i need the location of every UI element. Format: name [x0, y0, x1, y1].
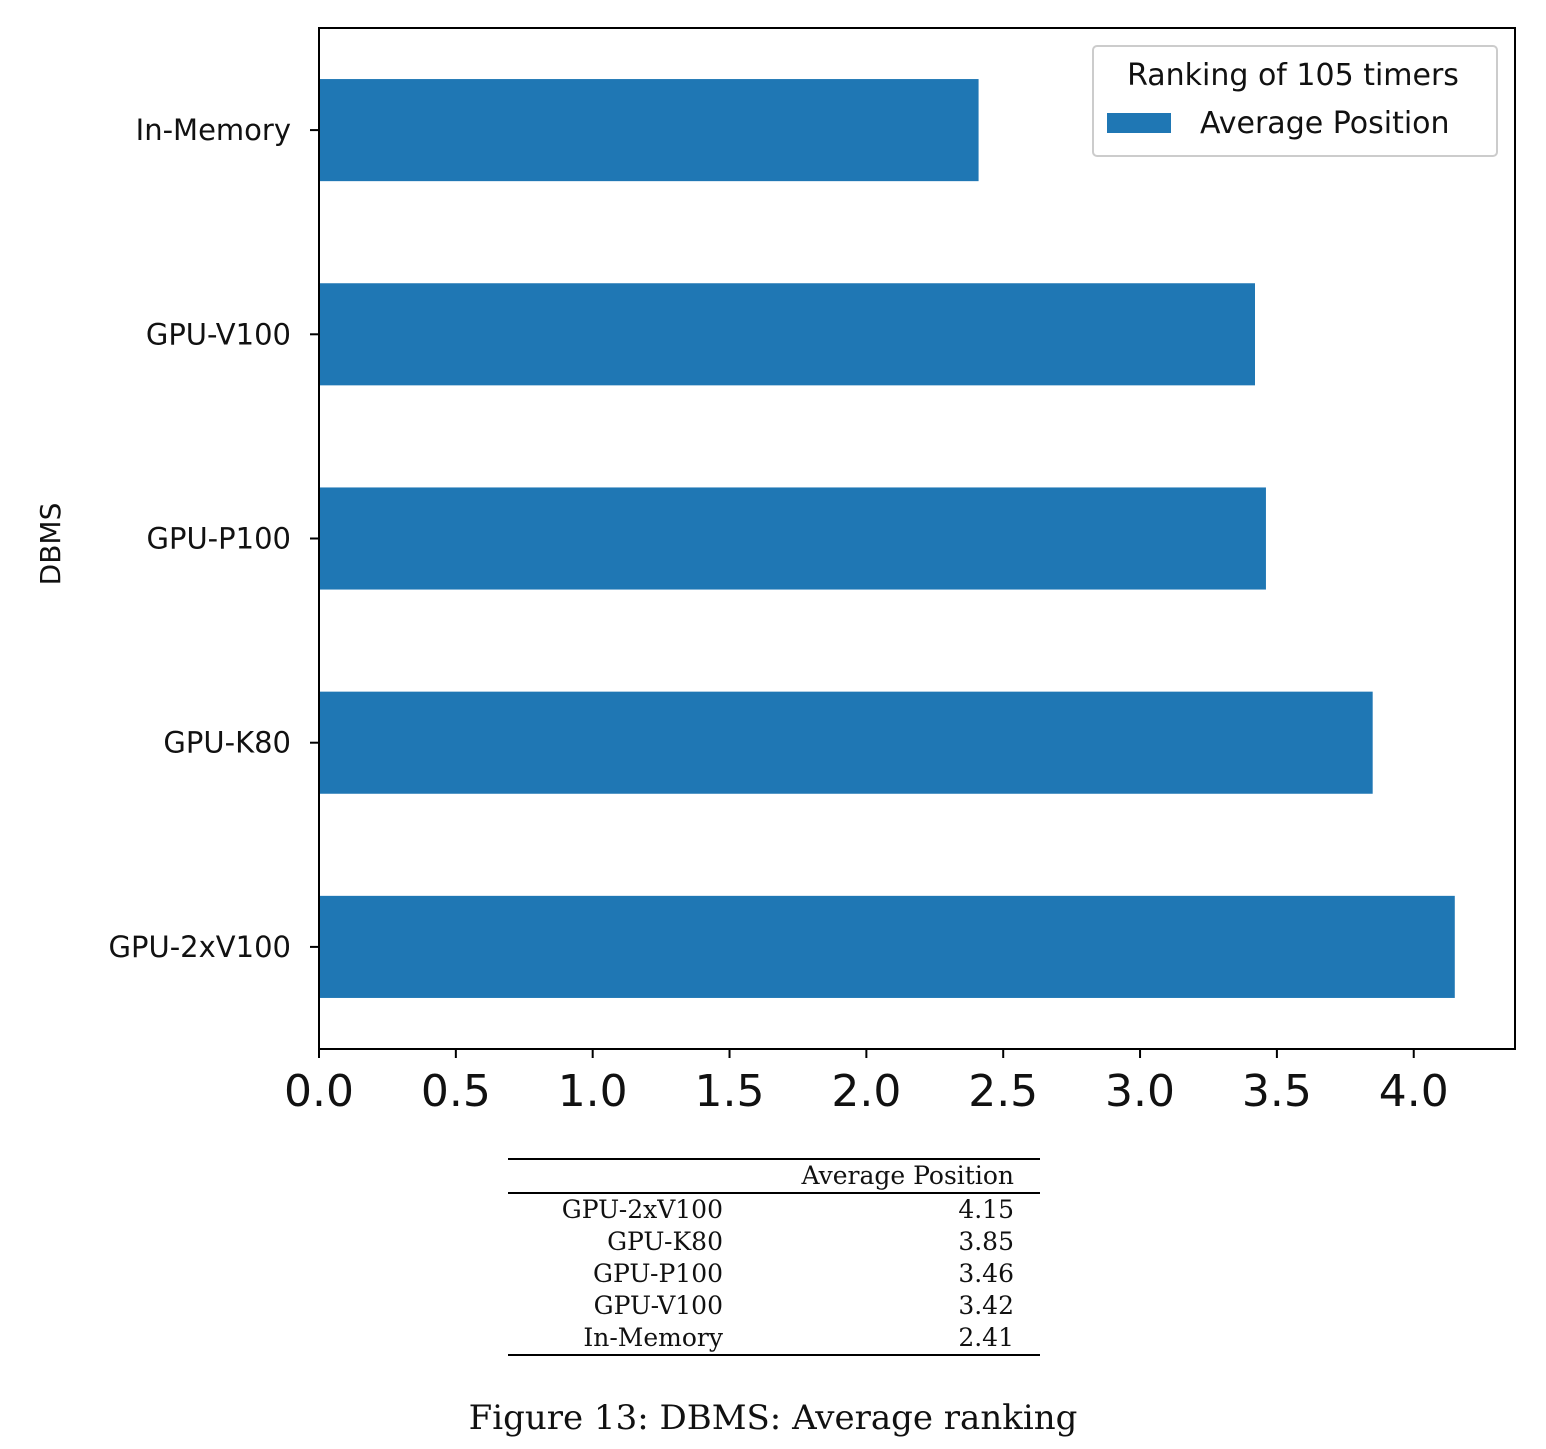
table-row-name: GPU-P100 [593, 1259, 723, 1288]
table-row-value: 3.46 [958, 1259, 1014, 1288]
x-tick-label: 3.0 [1105, 1066, 1175, 1117]
bar-chart: In-Memory GPU-V100 GPU-P100 GPU-K80 GPU-2xV1… [34, 27, 1516, 1117]
data-table: Average Position GPU-2xV100 4.15 GPU-K80… [508, 1158, 1040, 1356]
legend-box [1092, 45, 1498, 157]
table-row: GPU-K80 3.85 [508, 1226, 1040, 1258]
y-tick-label: GPU-P100 [147, 522, 292, 556]
table-row-name: GPU-2xV100 [561, 1195, 723, 1224]
bar [319, 895, 1455, 998]
legend-entry-label: Average Position [1200, 106, 1450, 141]
x-tick-label: 0.0 [284, 1066, 354, 1117]
x-tick-label: 1.5 [695, 1066, 765, 1117]
table-row: GPU-V100 3.42 [508, 1290, 1040, 1322]
y-tick-label: In-Memory [136, 113, 291, 147]
bar [319, 487, 1266, 590]
bar [319, 691, 1373, 794]
table-row-value: 4.15 [958, 1195, 1014, 1224]
y-axis-ticks: In-Memory GPU-V100 GPU-P100 GPU-K80 GPU-2xV1… [109, 113, 319, 964]
x-tick-label: 1.0 [558, 1066, 628, 1117]
table-header-cell [508, 1159, 723, 1193]
x-tick-label: 2.0 [831, 1066, 901, 1117]
plot-frame [318, 27, 1516, 1050]
table-row-value: 2.41 [958, 1323, 1014, 1352]
bars-group [319, 79, 1455, 998]
x-tick-label: 2.5 [968, 1066, 1038, 1117]
y-axis-label: DBMS [34, 503, 67, 586]
legend-swatch [1107, 113, 1171, 133]
legend: Ranking of 105 timers Average Position [1092, 45, 1498, 157]
table-row-name: GPU-K80 [607, 1227, 723, 1256]
table-row: In-Memory 2.41 [508, 1322, 1040, 1355]
table-row-name: In-Memory [583, 1323, 723, 1352]
x-tick-label: 0.5 [421, 1066, 491, 1117]
y-tick-label: GPU-V100 [146, 317, 291, 351]
table-row: GPU-2xV100 4.15 [508, 1193, 1040, 1226]
x-tick-label: 4.0 [1379, 1066, 1449, 1117]
x-tick-label: 3.5 [1242, 1066, 1312, 1117]
x-axis-ticks: 0.0 0.5 1.0 1.5 2.0 2.5 3.0 3.5 4.0 [284, 1049, 1449, 1117]
legend-title: Ranking of 105 timers [1127, 58, 1459, 93]
table-row-name: GPU-V100 [593, 1291, 723, 1320]
bar [319, 79, 979, 182]
table-row-value: 3.42 [958, 1291, 1014, 1320]
bar [319, 283, 1255, 386]
figure-caption: Figure 13: DBMS: Average ranking [468, 1398, 1078, 1438]
table-row-value: 3.85 [958, 1227, 1014, 1256]
y-tick-label: GPU-K80 [163, 726, 291, 760]
table-header-row: Average Position [508, 1159, 1040, 1193]
data-table-container: Average Position GPU-2xV100 4.15 GPU-K80… [508, 1158, 1040, 1356]
table-header-cell: Average Position [801, 1161, 1014, 1190]
y-tick-label: GPU-2xV100 [109, 930, 291, 964]
table-row: GPU-P100 3.46 [508, 1258, 1040, 1290]
